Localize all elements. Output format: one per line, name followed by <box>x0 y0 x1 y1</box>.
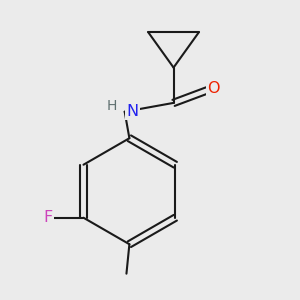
Text: N: N <box>126 104 138 119</box>
Text: O: O <box>207 81 219 96</box>
Text: F: F <box>44 210 53 225</box>
Text: H: H <box>106 99 117 113</box>
